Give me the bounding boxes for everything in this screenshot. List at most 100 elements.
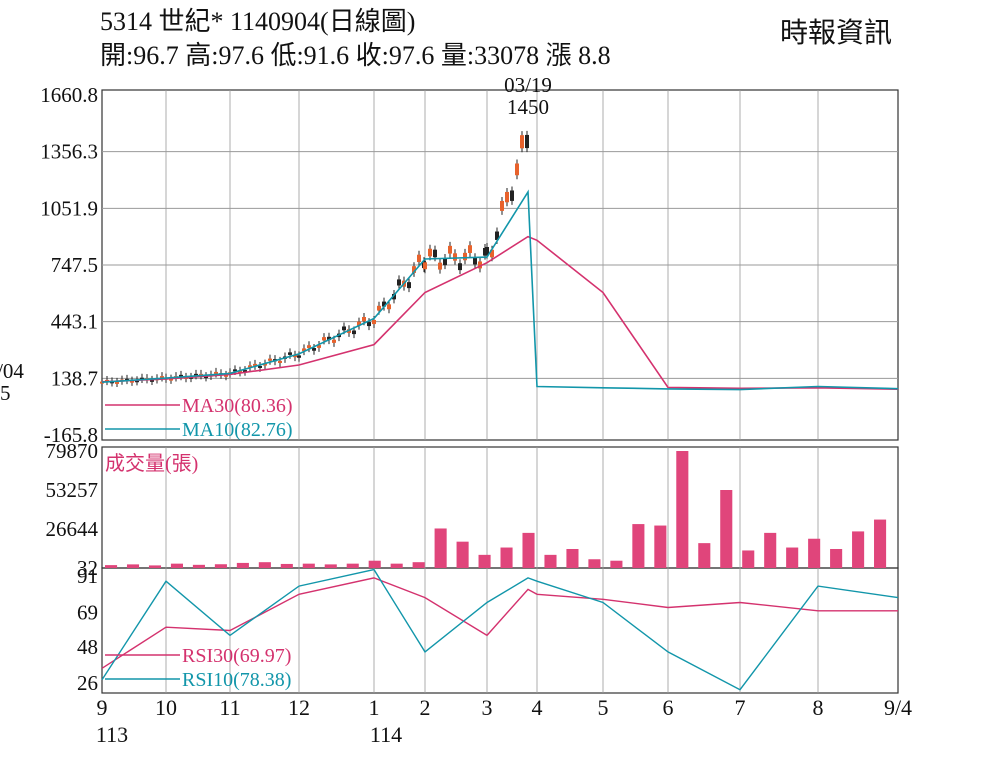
volume-y-tick: 26644 [46, 517, 99, 541]
x-month-label: 9 [97, 695, 108, 720]
candle-body [258, 365, 262, 368]
candle-body [417, 254, 421, 263]
candle-body [243, 370, 247, 373]
rsi10-line [101, 568, 899, 691]
candle-body [352, 330, 356, 335]
volume-bar [808, 538, 821, 568]
candle-body [317, 345, 321, 348]
volume-bar [478, 554, 491, 568]
volume-bar [236, 562, 249, 568]
volume-panel-frame [101, 446, 899, 569]
candle-body [485, 246, 489, 255]
volume-bar [368, 560, 381, 568]
candle-body [268, 358, 272, 361]
rsi-y-tick: 91 [77, 564, 98, 588]
candle-body [312, 348, 316, 351]
volume-bar [610, 560, 623, 568]
volume-bar [500, 547, 513, 568]
ma10-line [101, 189, 899, 391]
volume-bar [632, 524, 645, 568]
volume-bar [148, 565, 162, 568]
candle-body [214, 371, 218, 374]
price-y-tick: 138.7 [51, 366, 98, 390]
candle-body [204, 376, 208, 379]
x-month-label: 5 [598, 695, 609, 720]
candle-body [453, 253, 457, 261]
candle-body [490, 249, 494, 258]
candle-body [135, 380, 139, 383]
candle-body [367, 322, 371, 327]
candle-body [263, 363, 267, 366]
rsi30-line [101, 577, 898, 669]
candle-body [140, 377, 144, 380]
candle-body [297, 355, 301, 358]
volume-bar [698, 543, 711, 568]
volume-bar [720, 490, 733, 568]
candle-body [362, 317, 366, 322]
x-month-label: 11 [219, 695, 240, 720]
x-month-label: 3 [482, 695, 493, 720]
volume-bar [434, 528, 447, 568]
annotation-value: 45 [0, 381, 11, 405]
volume-bars [105, 451, 887, 568]
volume-bar [456, 541, 469, 568]
x-month-label: 8 [813, 695, 824, 720]
x-year-label: 114 [370, 722, 402, 747]
candle-body [463, 252, 467, 261]
volume-bar [258, 562, 271, 568]
candle-body [238, 370, 242, 373]
moving-average-lines [101, 189, 899, 391]
volume-title: 成交量(張) [105, 452, 198, 475]
price-y-tick: 747.5 [51, 253, 98, 277]
candle-body [115, 381, 119, 384]
candle-body [160, 376, 164, 379]
x-month-label: 10 [155, 695, 177, 720]
candle-body [278, 360, 282, 364]
candle-body [130, 380, 134, 383]
candle-body [194, 373, 198, 376]
volume-bar [764, 532, 777, 568]
candle-body [423, 262, 427, 270]
panel-frames [101, 89, 899, 694]
rsi-y-tick: 26 [77, 671, 98, 695]
price-y-ticks: 1660.8 1356.3 1051.9 747.5 443.1 138.7 -165.8 [40, 83, 98, 447]
candle-body [169, 378, 173, 381]
candle-body [495, 231, 499, 240]
candle-body [520, 135, 524, 149]
volume-bar [412, 562, 425, 568]
rsi-y-tick: 48 [77, 635, 98, 659]
candle-body [525, 134, 529, 149]
x-month-label: 2 [420, 695, 431, 720]
x-month-label: 12 [288, 695, 310, 720]
candle-body [515, 163, 519, 176]
candle-body [505, 191, 509, 203]
candle-body [302, 348, 306, 352]
grid-lines [102, 90, 898, 693]
candle-body [407, 282, 411, 289]
candle-body [322, 337, 326, 341]
volume-bar [786, 547, 799, 568]
legend-label: RSI30(69.97) [182, 645, 291, 667]
candle-body [500, 200, 504, 211]
volume-bar [126, 564, 140, 568]
volume-bar [105, 565, 118, 568]
candlesticks [100, 130, 529, 388]
candle-body [288, 352, 292, 355]
x-month-label: 4 [532, 695, 543, 720]
volume-bar [280, 563, 293, 568]
rsi-legend: RSI30(69.97)RSI10(78.38) [105, 645, 291, 691]
volume-bar [324, 564, 337, 568]
annotation-date: 07/04 [0, 359, 24, 383]
candle-body [412, 266, 416, 273]
source-label: 時報資訊 [780, 18, 893, 49]
candle-body [332, 339, 336, 343]
candle-body [397, 279, 401, 286]
volume-bar [170, 563, 184, 568]
candle-body [150, 379, 154, 382]
volume-bar [742, 550, 755, 568]
candle-body [443, 258, 447, 266]
volume-title-text: 成交量(張) [105, 452, 198, 475]
volume-bar [302, 563, 315, 568]
